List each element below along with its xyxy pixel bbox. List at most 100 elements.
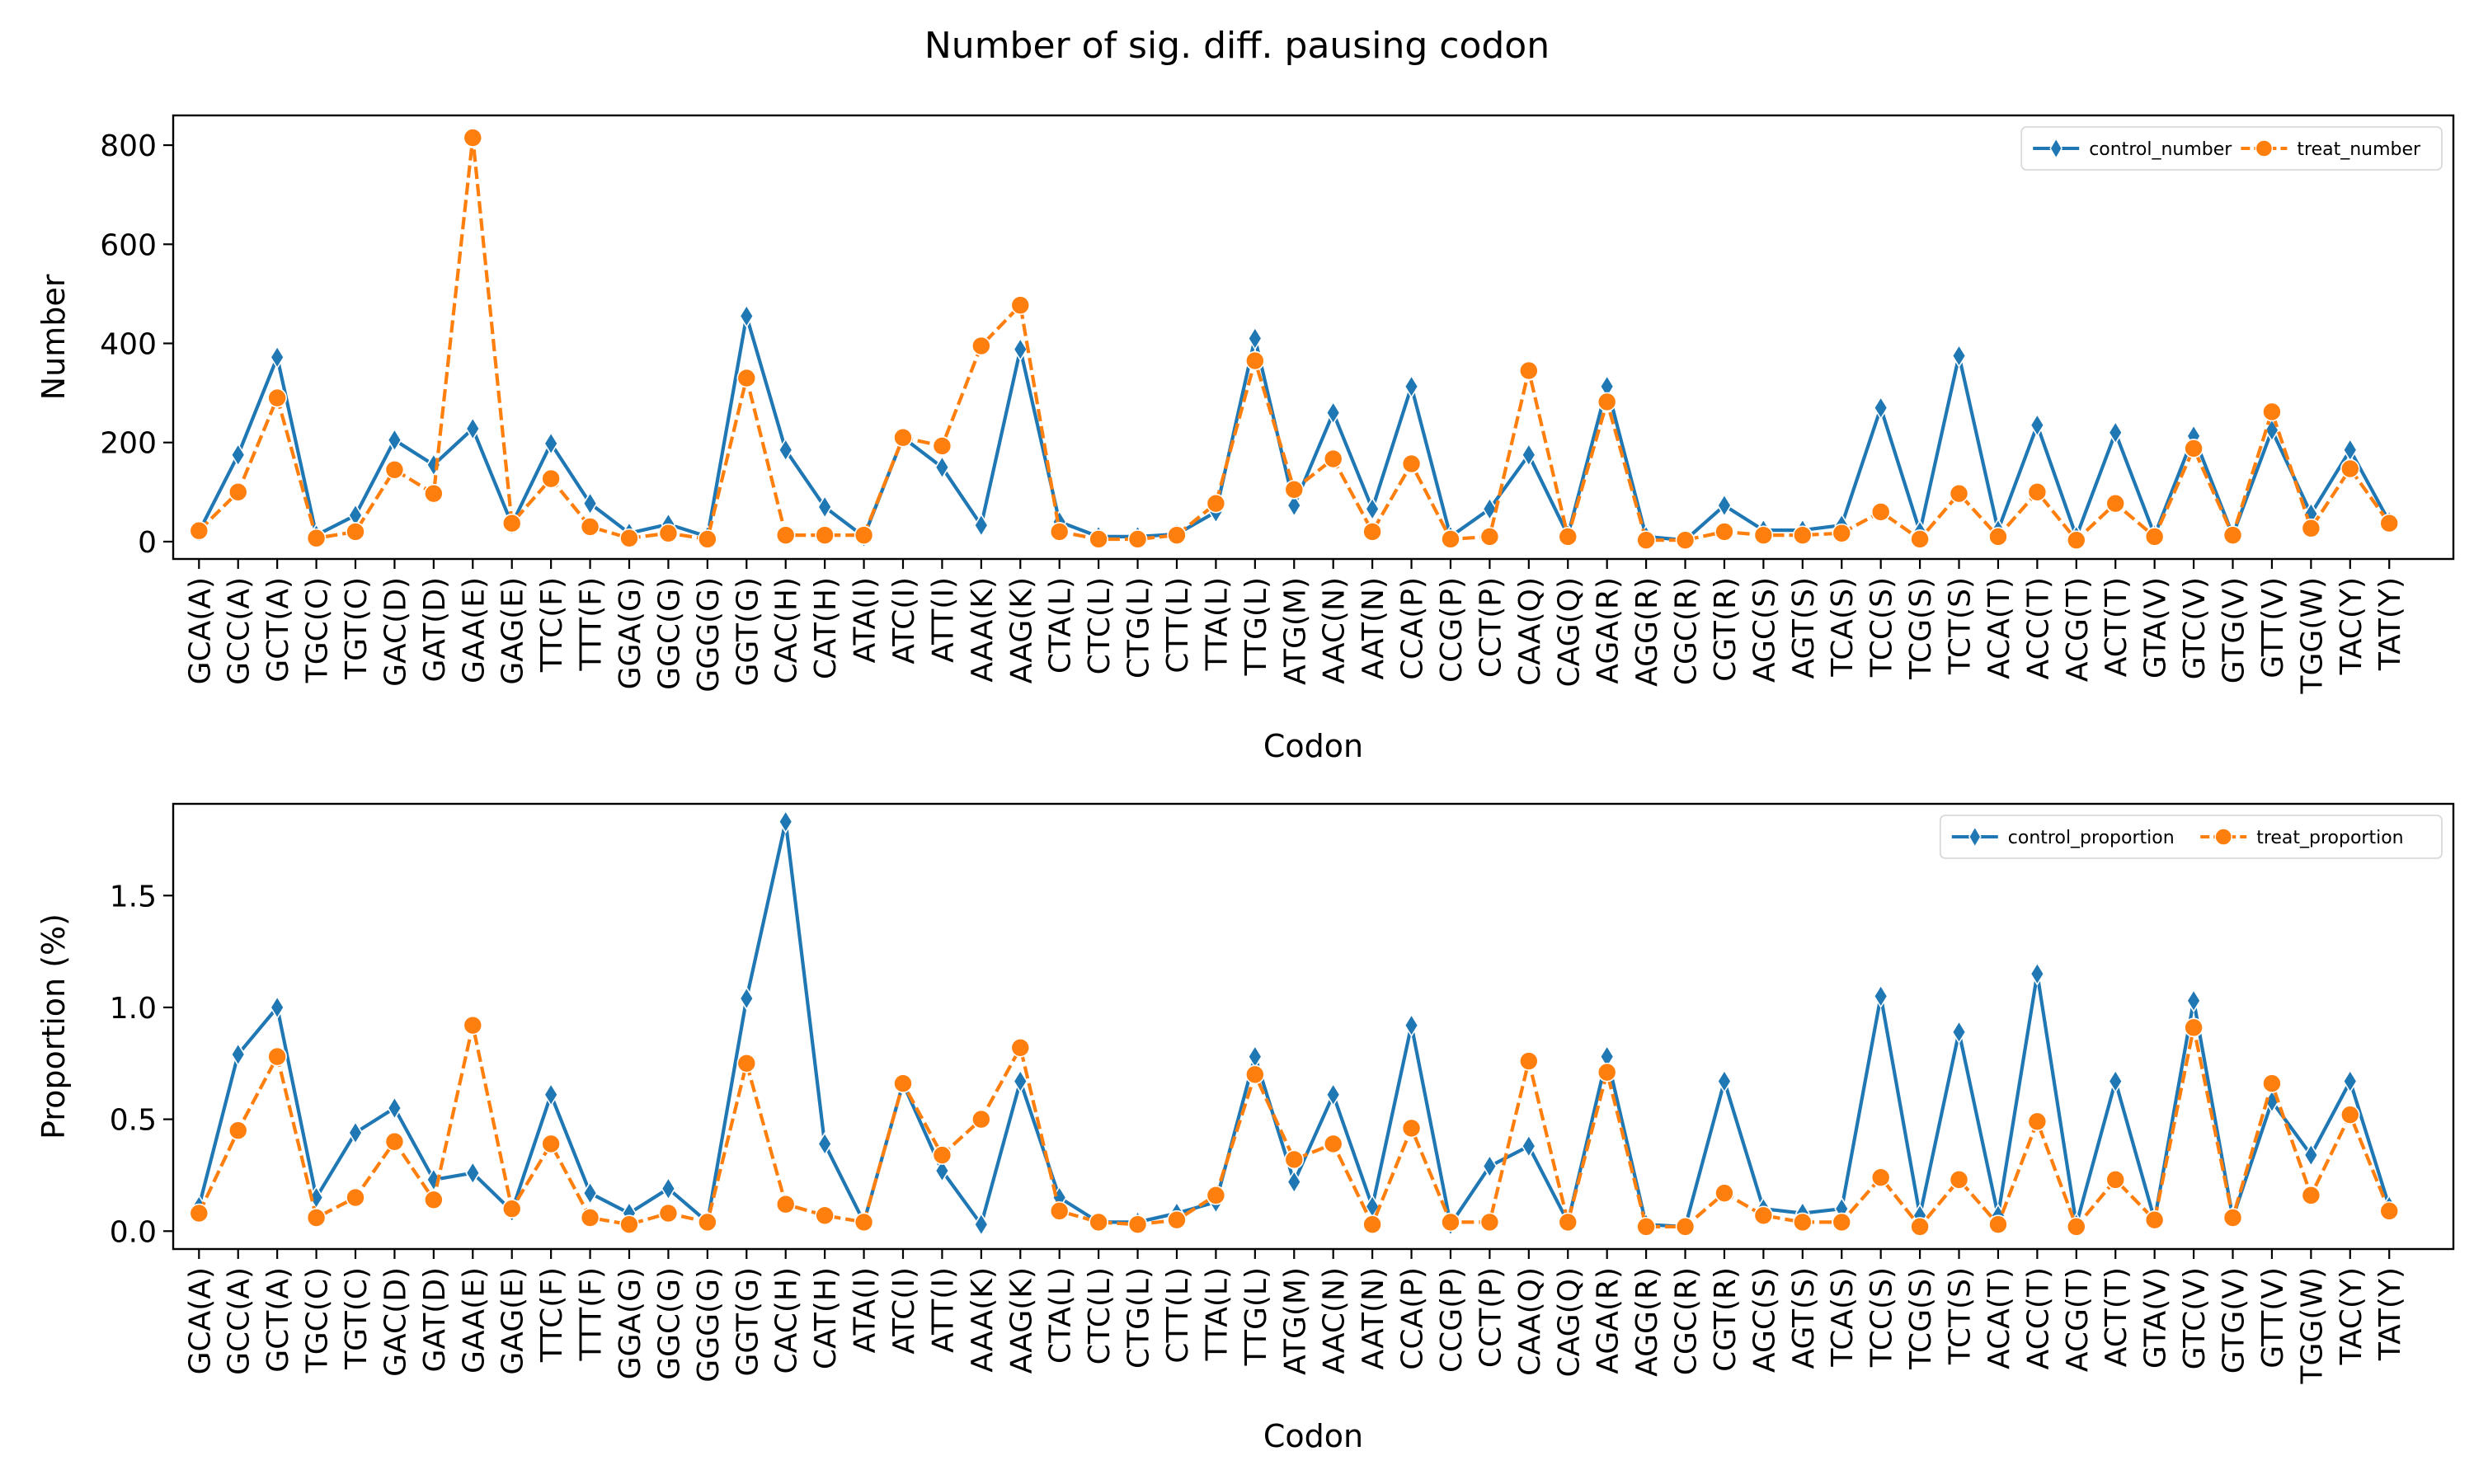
data-point-treat_number bbox=[306, 528, 327, 548]
x-tick-label: GCC(A) bbox=[223, 577, 256, 685]
data-point-control_number bbox=[973, 513, 989, 538]
legend-marker bbox=[2214, 828, 2232, 846]
data-point-control_number bbox=[1951, 344, 1967, 369]
x-tick-label: GCA(A) bbox=[183, 1267, 217, 1374]
x-tick-label: CTT(L) bbox=[1161, 1267, 1195, 1364]
x-tick-label: ACG(T) bbox=[2061, 1267, 2095, 1372]
x-tick-label: CCA(P) bbox=[1396, 1267, 1430, 1370]
data-point-control_number bbox=[817, 495, 833, 519]
x-tick-label: ATA(I) bbox=[849, 1267, 882, 1353]
x-tick-label: TTA(L) bbox=[1200, 1267, 1234, 1361]
x-tick-label: GTC(V) bbox=[2178, 577, 2212, 679]
x-tick-label: ATG(M) bbox=[1278, 577, 1312, 685]
data-point-control_number bbox=[582, 491, 598, 516]
x-tick-label: ACT(T) bbox=[2100, 577, 2133, 677]
data-point-treat_number bbox=[2184, 439, 2204, 458]
data-point-treat_number bbox=[1870, 502, 1891, 522]
data-point-treat_proportion bbox=[2027, 1111, 2048, 1132]
x-tick-label: TAT(Y) bbox=[2373, 577, 2407, 671]
x-tick-label: TCT(S) bbox=[1944, 577, 1978, 675]
x-tick-label: GGG(G) bbox=[692, 1267, 726, 1383]
data-point-treat_proportion bbox=[1597, 1062, 1617, 1082]
data-point-treat_proportion bbox=[1832, 1212, 1852, 1233]
figure-title: Number of sig. diff. pausing codon bbox=[924, 25, 1550, 67]
x-tick-label: TGT(C) bbox=[340, 577, 374, 680]
data-point-treat_number bbox=[1362, 522, 1382, 542]
x-tick-label: AGG(R) bbox=[1630, 1267, 1664, 1377]
x-axis-label: Codon bbox=[1263, 728, 1363, 764]
x-tick-label: TGG(W) bbox=[2295, 577, 2329, 694]
data-point-treat_number bbox=[228, 482, 248, 502]
y-tick-label: 1.5 bbox=[110, 880, 157, 913]
data-point-treat_number bbox=[698, 529, 717, 549]
x-tick-label: ACG(T) bbox=[2061, 577, 2095, 682]
x-tick-label: TTG(L) bbox=[1239, 1267, 1273, 1366]
data-point-control_proportion bbox=[348, 1120, 363, 1145]
data-point-treat_proportion bbox=[1401, 1118, 1422, 1139]
x-tick-label: AAT(N) bbox=[1357, 1267, 1390, 1369]
y-tick-label: 0.0 bbox=[110, 1215, 157, 1249]
x-tick-label: CGC(R) bbox=[1670, 1267, 1704, 1375]
data-point-treat_proportion bbox=[2105, 1170, 2126, 1190]
x-tick-label: TGG(W) bbox=[2295, 1267, 2329, 1384]
data-point-treat_number bbox=[189, 520, 209, 541]
x-tick-label: GGA(G) bbox=[614, 1267, 647, 1379]
data-point-treat_proportion bbox=[306, 1208, 327, 1228]
x-tick-label: GCT(A) bbox=[261, 1267, 295, 1373]
data-point-treat_proportion bbox=[2262, 1073, 2282, 1093]
x-tick-label: GTC(V) bbox=[2178, 1267, 2212, 1369]
x-tick-label: TTT(F) bbox=[575, 1267, 609, 1362]
data-point-treat_proportion bbox=[2301, 1186, 2321, 1205]
data-point-treat_proportion bbox=[775, 1194, 796, 1214]
x-tick-label: CCA(P) bbox=[1396, 577, 1430, 680]
data-point-treat_number bbox=[2027, 482, 2048, 502]
x-tick-label: AGA(R) bbox=[1592, 577, 1625, 684]
x-tick-label: GAT(D) bbox=[418, 1267, 452, 1373]
x-tick-label: TCC(S) bbox=[1865, 1267, 1899, 1368]
data-point-treat_number bbox=[815, 525, 835, 545]
data-point-treat_proportion bbox=[1558, 1212, 1578, 1233]
legend-label-treat_number: treat_number bbox=[2297, 139, 2421, 160]
data-point-treat_number bbox=[1010, 295, 1031, 316]
data-point-treat_proportion bbox=[893, 1073, 913, 1093]
x-tick-label: TCC(S) bbox=[1865, 577, 1899, 678]
x-tick-label: CGC(R) bbox=[1670, 577, 1704, 685]
data-point-treat_proportion bbox=[1870, 1167, 1891, 1187]
x-tick-label: GGG(G) bbox=[692, 577, 726, 693]
x-tick-label: AGC(S) bbox=[1747, 577, 1781, 683]
x-tick-label: GGT(G) bbox=[731, 577, 764, 687]
y-axis-label: Number bbox=[35, 274, 72, 400]
y-tick-label: 1.0 bbox=[110, 992, 157, 1026]
x-tick-label: AAC(N) bbox=[1318, 577, 1352, 684]
number-panel: 0 200 400 600 800 GCA(A) GCC(A) GCT(A) TGC(C) TGT… bbox=[35, 114, 2455, 764]
x-tick-label: CAG(Q) bbox=[1552, 1267, 1586, 1377]
x-tick-label: CAC(H) bbox=[770, 1267, 804, 1374]
data-point-control_number bbox=[1873, 396, 1888, 420]
x-tick-label: CAT(H) bbox=[809, 577, 843, 679]
data-point-treat_proportion bbox=[736, 1053, 757, 1073]
x-tick-label: TGC(C) bbox=[301, 1267, 335, 1374]
y-axis-label: Proportion (%) bbox=[35, 913, 72, 1139]
x-tick-label: CAC(H) bbox=[770, 577, 804, 683]
data-point-treat_proportion bbox=[1089, 1212, 1108, 1233]
data-point-treat_number bbox=[1988, 527, 2008, 547]
data-point-control_number bbox=[270, 345, 285, 369]
data-point-control_number bbox=[1521, 443, 1536, 467]
data-point-treat_number bbox=[2340, 458, 2360, 479]
data-point-control_proportion bbox=[1521, 1134, 1536, 1158]
data-point-treat_number bbox=[893, 427, 913, 448]
data-point-treat_number bbox=[1401, 453, 1422, 474]
x-tick-label: AAG(K) bbox=[1004, 1267, 1038, 1374]
x-tick-label: TTT(F) bbox=[575, 577, 609, 672]
data-point-treat_number bbox=[346, 522, 365, 542]
x-tick-label: CTA(L) bbox=[1044, 577, 1078, 674]
x-tick-label: ATC(I) bbox=[887, 577, 921, 665]
data-point-treat_proportion bbox=[1675, 1217, 1696, 1237]
data-point-control_proportion bbox=[1404, 1013, 1419, 1038]
data-point-treat_number bbox=[1949, 483, 1969, 504]
data-point-treat_proportion bbox=[501, 1199, 522, 1219]
x-tick-label: TTG(L) bbox=[1239, 577, 1273, 676]
data-point-treat_proportion bbox=[2144, 1209, 2165, 1230]
data-point-treat_number bbox=[658, 523, 679, 543]
